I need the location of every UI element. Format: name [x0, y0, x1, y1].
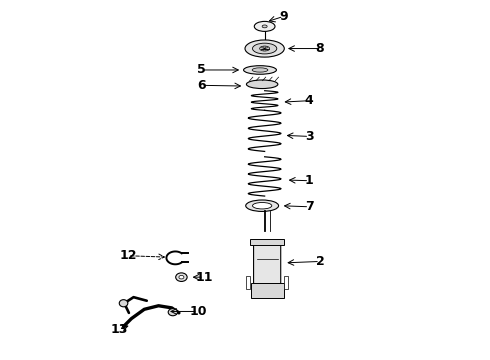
- Ellipse shape: [246, 80, 278, 89]
- Bar: [250, 239, 284, 245]
- Text: 2: 2: [316, 255, 324, 268]
- Ellipse shape: [119, 300, 128, 307]
- Text: 7: 7: [305, 200, 314, 213]
- Ellipse shape: [262, 25, 267, 28]
- Ellipse shape: [252, 43, 277, 54]
- Text: 1: 1: [305, 174, 314, 187]
- Bar: [284, 276, 288, 289]
- Ellipse shape: [254, 21, 275, 31]
- Ellipse shape: [176, 273, 187, 282]
- Text: 6: 6: [197, 79, 206, 92]
- Ellipse shape: [245, 40, 284, 57]
- Bar: [251, 283, 284, 297]
- Text: 13: 13: [111, 323, 128, 336]
- Ellipse shape: [245, 200, 279, 211]
- Bar: [246, 276, 250, 289]
- Text: 10: 10: [189, 305, 207, 318]
- Ellipse shape: [244, 66, 276, 74]
- Text: 4: 4: [305, 94, 314, 107]
- Text: 9: 9: [279, 10, 288, 23]
- Text: 3: 3: [305, 130, 314, 143]
- Ellipse shape: [168, 309, 177, 316]
- Text: 12: 12: [119, 249, 137, 262]
- Text: 8: 8: [316, 42, 324, 55]
- Text: 11: 11: [195, 271, 213, 284]
- Ellipse shape: [252, 203, 272, 209]
- FancyBboxPatch shape: [253, 242, 281, 284]
- Ellipse shape: [260, 46, 270, 51]
- Ellipse shape: [179, 275, 184, 279]
- Ellipse shape: [252, 68, 268, 72]
- Text: 5: 5: [197, 63, 206, 76]
